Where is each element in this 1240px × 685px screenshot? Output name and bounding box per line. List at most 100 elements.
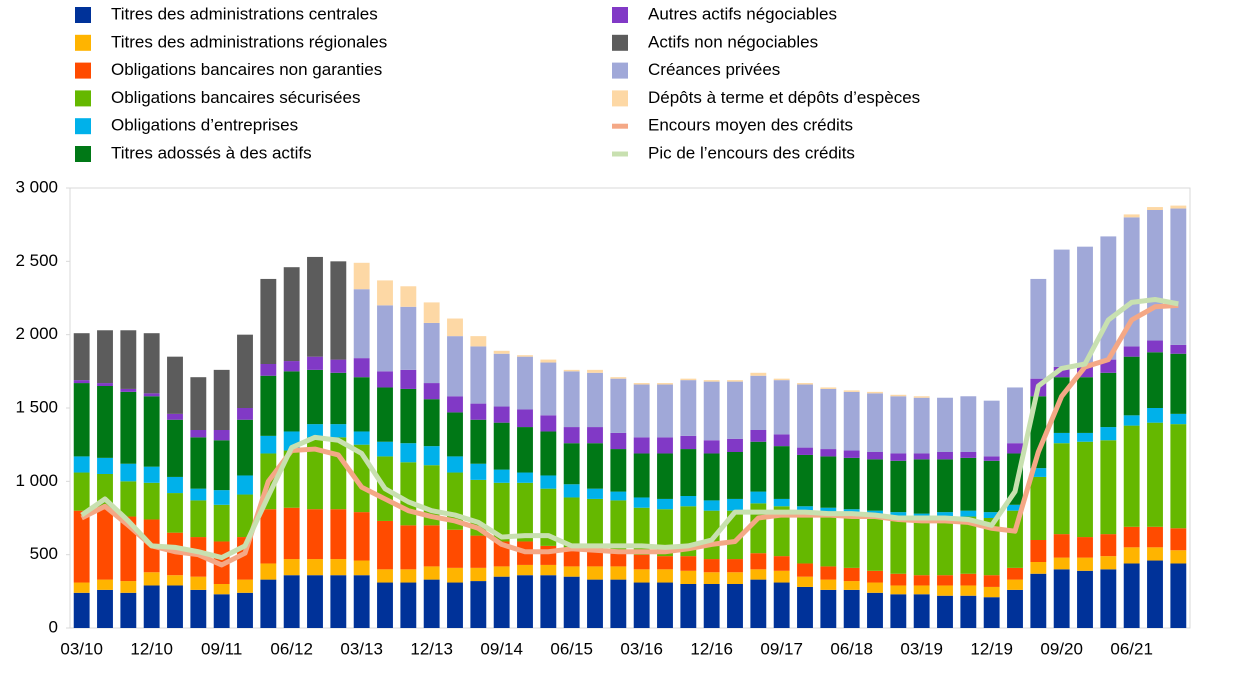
bar-segment (377, 305, 393, 372)
bar-segment (797, 454, 813, 507)
bar-segment (937, 397, 953, 452)
y-tick-label: 3 000 (15, 177, 58, 196)
line (80, 296, 1179, 561)
bar-segment (97, 457, 113, 474)
bar-segment (73, 333, 90, 381)
bar-segment (727, 380, 743, 382)
bar-segment (610, 432, 627, 450)
bar-segment (657, 384, 673, 438)
bar-segment (657, 556, 673, 570)
bar-segment (470, 581, 487, 628)
bar-segment (97, 507, 113, 580)
bar-segment (750, 441, 767, 492)
bar-segment (773, 556, 790, 571)
bar-segment (167, 419, 183, 477)
bar-segment (960, 516, 977, 574)
bar-segment (1077, 246, 1093, 364)
bar-segment (213, 490, 230, 505)
bar-segment (307, 559, 323, 576)
bar-segment (750, 579, 767, 628)
bar-segment (937, 519, 953, 576)
bar-segment (657, 498, 673, 510)
bar-segment (1053, 432, 1070, 444)
bar-segment (1007, 504, 1023, 511)
bar-segment (493, 576, 510, 628)
bar-segment (377, 569, 393, 583)
bar-segment (167, 575, 183, 586)
x-tick-label: 09/20 (1040, 639, 1083, 658)
bar-segment (1147, 560, 1163, 628)
bar-segment (353, 575, 370, 628)
bar-segment (283, 559, 300, 576)
bar-segment (867, 570, 883, 583)
bar-segment (307, 256, 323, 357)
bar-segment (447, 456, 463, 473)
bar-segment (820, 449, 837, 457)
bar-segment (680, 435, 697, 450)
bar-segment (703, 584, 720, 628)
bar-segment (1100, 569, 1117, 628)
bar-segment (843, 450, 860, 458)
bar-segment (377, 371, 393, 388)
bar-segment (773, 434, 790, 447)
bar-segment (73, 383, 90, 457)
bar-segment (867, 582, 883, 593)
x-tick-label: 03/16 (620, 639, 663, 658)
bar-segment (283, 371, 300, 432)
bar-segment (913, 396, 930, 398)
bar-segment (913, 585, 930, 595)
bar-segment (330, 424, 347, 438)
legend-swatch (612, 34, 628, 51)
bar-segment (260, 375, 277, 436)
x-tick-label: 03/10 (60, 639, 103, 658)
bar-segment (610, 500, 627, 552)
bar-segment (73, 592, 90, 628)
bar-segment (353, 431, 370, 445)
bar-segment (470, 567, 487, 582)
bar-segment (867, 393, 883, 452)
bar-segment (727, 584, 743, 628)
y-tick-label: 500 (30, 544, 58, 563)
bar-segment (540, 362, 557, 416)
bar-segment (1100, 556, 1117, 570)
bar-segment (727, 572, 743, 584)
bar-segment (867, 452, 883, 460)
bar-segment (1100, 236, 1117, 360)
bar-segment (587, 566, 603, 580)
bar-segment (657, 509, 673, 557)
bar-segment (703, 500, 720, 511)
legend-swatch (612, 90, 628, 107)
bar-segment (213, 584, 230, 595)
legend-label: Actifs non négociables (648, 32, 818, 51)
bar-segment (983, 518, 1000, 576)
bar-segment (377, 520, 393, 570)
bar-segment (167, 493, 183, 533)
bar-segment (1053, 534, 1070, 558)
bar-segment (97, 386, 113, 458)
legend-swatch (75, 62, 91, 79)
bar-segment (1123, 346, 1140, 357)
bar-segment (120, 592, 137, 628)
bar-segment (773, 582, 790, 628)
bar-segment (1170, 413, 1187, 425)
bar-segment (353, 289, 370, 359)
bar-segment (610, 579, 627, 628)
bar-segment (610, 566, 627, 580)
bar-segment (447, 582, 463, 628)
bar-segment (563, 497, 580, 549)
legend-label: Obligations bancaires non garanties (111, 60, 382, 79)
legend-swatch (75, 90, 91, 107)
bar-segment (1007, 589, 1023, 628)
bar-segment (283, 450, 300, 508)
bar-segment (657, 453, 673, 499)
bar-segment (983, 597, 1000, 628)
bar-segment (633, 554, 650, 570)
bar-segment (1123, 356, 1140, 416)
bar-segment (983, 460, 1000, 513)
bar-segment (750, 430, 767, 442)
bar-segment (610, 378, 627, 433)
bar-segment (423, 399, 440, 447)
bar-segment (237, 408, 253, 420)
bar-segment (330, 359, 347, 373)
bar-segment (517, 482, 533, 542)
